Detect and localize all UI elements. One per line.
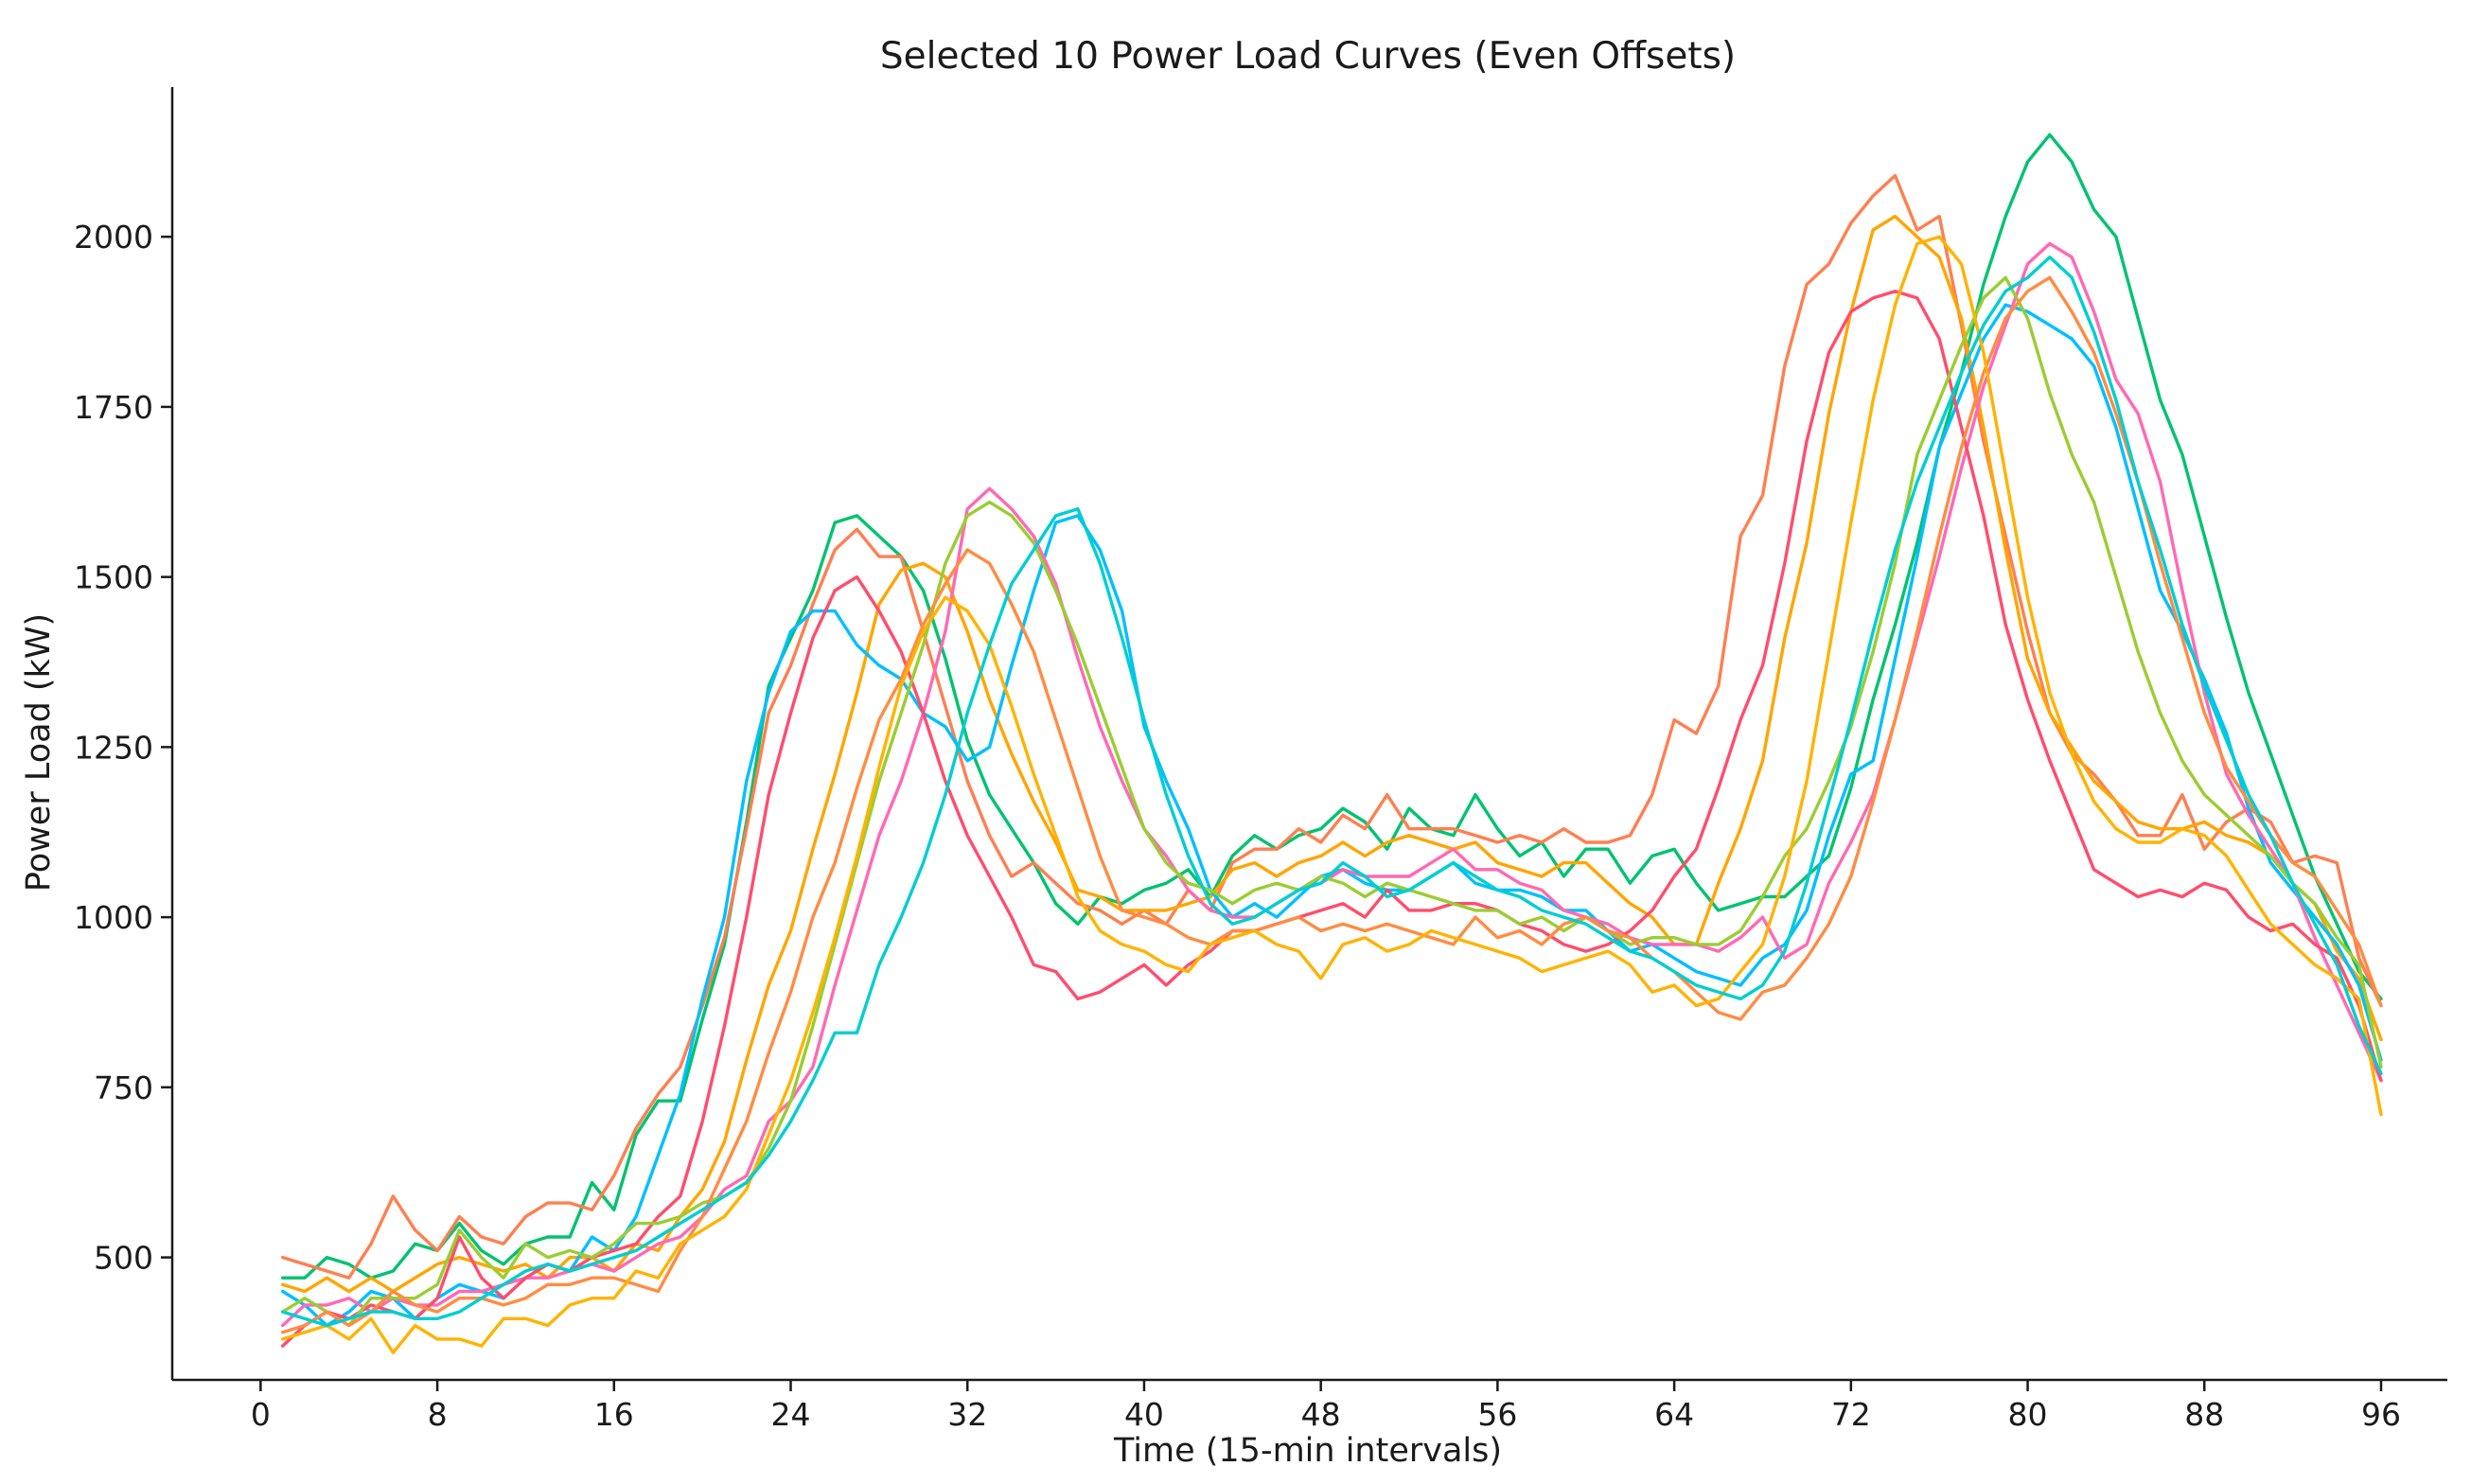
series-line-2 bbox=[281, 173, 2383, 1280]
series-line-5 bbox=[281, 241, 2383, 1328]
y-tick-label: 1000 bbox=[74, 899, 153, 936]
series-line-1 bbox=[281, 132, 2383, 1280]
series-line-9 bbox=[281, 235, 2383, 1354]
series-lines bbox=[281, 132, 2383, 1354]
x-tick-label: 72 bbox=[1831, 1396, 1871, 1433]
x-tick-label: 40 bbox=[1124, 1396, 1164, 1433]
y-tick-label: 750 bbox=[94, 1069, 153, 1106]
series-line-10 bbox=[281, 256, 2383, 1328]
series-line-3 bbox=[281, 214, 2383, 1294]
x-tick-label: 96 bbox=[2361, 1396, 2401, 1433]
x-tick-label: 48 bbox=[1301, 1396, 1341, 1433]
x-tick-label: 56 bbox=[1477, 1396, 1517, 1433]
x-tick-label: 64 bbox=[1654, 1396, 1694, 1433]
y-tick-label: 1500 bbox=[74, 559, 153, 596]
chart-title: Selected 10 Power Load Curves (Even Offs… bbox=[880, 35, 1736, 78]
series-line-8 bbox=[281, 275, 2383, 1334]
x-tick-label: 24 bbox=[771, 1396, 811, 1433]
x-tick-label: 0 bbox=[251, 1396, 271, 1433]
x-axis-title: Time (15-min intervals) bbox=[1113, 1432, 1502, 1470]
x-tick-label: 16 bbox=[594, 1396, 634, 1433]
y-axis-ticks: 500 750 1000 1250 1500 1750 2000 bbox=[74, 219, 172, 1277]
series-line-4 bbox=[281, 303, 2383, 1328]
y-tick-label: 1750 bbox=[74, 389, 153, 426]
y-tick-label: 1250 bbox=[74, 729, 153, 766]
y-tick-label: 500 bbox=[94, 1240, 153, 1277]
series-line-6 bbox=[281, 290, 2383, 1348]
x-axis-ticks: 0 8 16 24 32 40 48 56 64 72 80 88 96 bbox=[251, 1380, 2401, 1433]
x-tick-label: 80 bbox=[2008, 1396, 2048, 1433]
x-tick-label: 8 bbox=[428, 1396, 448, 1433]
x-tick-label: 32 bbox=[947, 1396, 987, 1433]
series-line-7 bbox=[281, 275, 2383, 1328]
y-tick-label: 2000 bbox=[74, 219, 153, 256]
y-axis-title: Power Load (kW) bbox=[20, 613, 58, 892]
x-tick-label: 88 bbox=[2184, 1396, 2224, 1433]
